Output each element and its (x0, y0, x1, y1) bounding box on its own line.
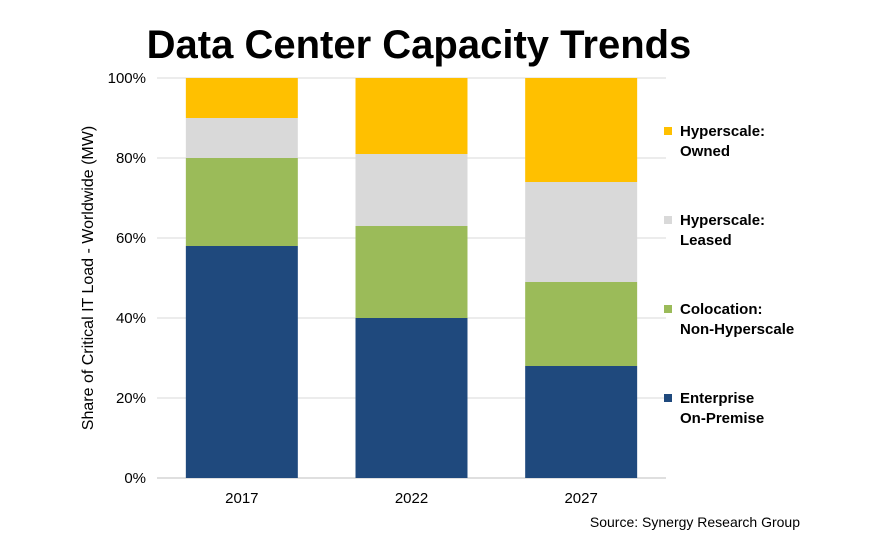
legend-label: Hyperscale: Owned (680, 123, 765, 160)
legend-label: Hyperscale: Leased (680, 212, 765, 249)
bar-segment (185, 158, 298, 246)
bar-segment (525, 282, 638, 366)
bar-segment (355, 78, 468, 154)
source-note: Source: Synergy Research Group (590, 514, 800, 530)
legend-swatch (664, 305, 672, 313)
y-axis-label: Share of Critical IT Load - Worldwide (M… (80, 126, 97, 430)
y-tick-label: 100% (108, 70, 146, 87)
y-axis-ticks: 0% 20% 40% 60% 80% 100% (108, 70, 146, 487)
bar-segment (185, 118, 298, 158)
y-tick-label: 0% (124, 470, 146, 487)
x-axis-ticks: 2017 2022 2027 (225, 490, 598, 507)
bar-segment (355, 154, 468, 226)
x-tick-label: 2017 (225, 490, 258, 507)
y-tick-label: 20% (116, 390, 146, 407)
bar-segment (525, 182, 638, 282)
legend-swatch (664, 394, 672, 402)
legend-label: Colocation: Non-Hyperscale (680, 301, 794, 338)
bar-segment (525, 366, 638, 478)
bar-segment (185, 246, 298, 478)
y-tick-label: 40% (116, 310, 146, 327)
legend-label: Enterprise On-Premise (680, 390, 764, 427)
legend: Hyperscale: Owned Hyperscale: Leased Colocat… (664, 123, 794, 427)
bar-segment (185, 78, 298, 118)
x-tick-label: 2022 (395, 490, 428, 507)
bar-segment (355, 318, 468, 478)
chart-title: Data Center Capacity Trends (147, 23, 692, 67)
x-tick-label: 2027 (564, 490, 597, 507)
legend-swatch (664, 127, 672, 135)
y-tick-label: 80% (116, 150, 146, 167)
bars (185, 78, 638, 478)
legend-swatch (664, 216, 672, 224)
bar-segment (525, 78, 638, 182)
y-tick-label: 60% (116, 230, 146, 247)
bar-segment (355, 226, 468, 318)
